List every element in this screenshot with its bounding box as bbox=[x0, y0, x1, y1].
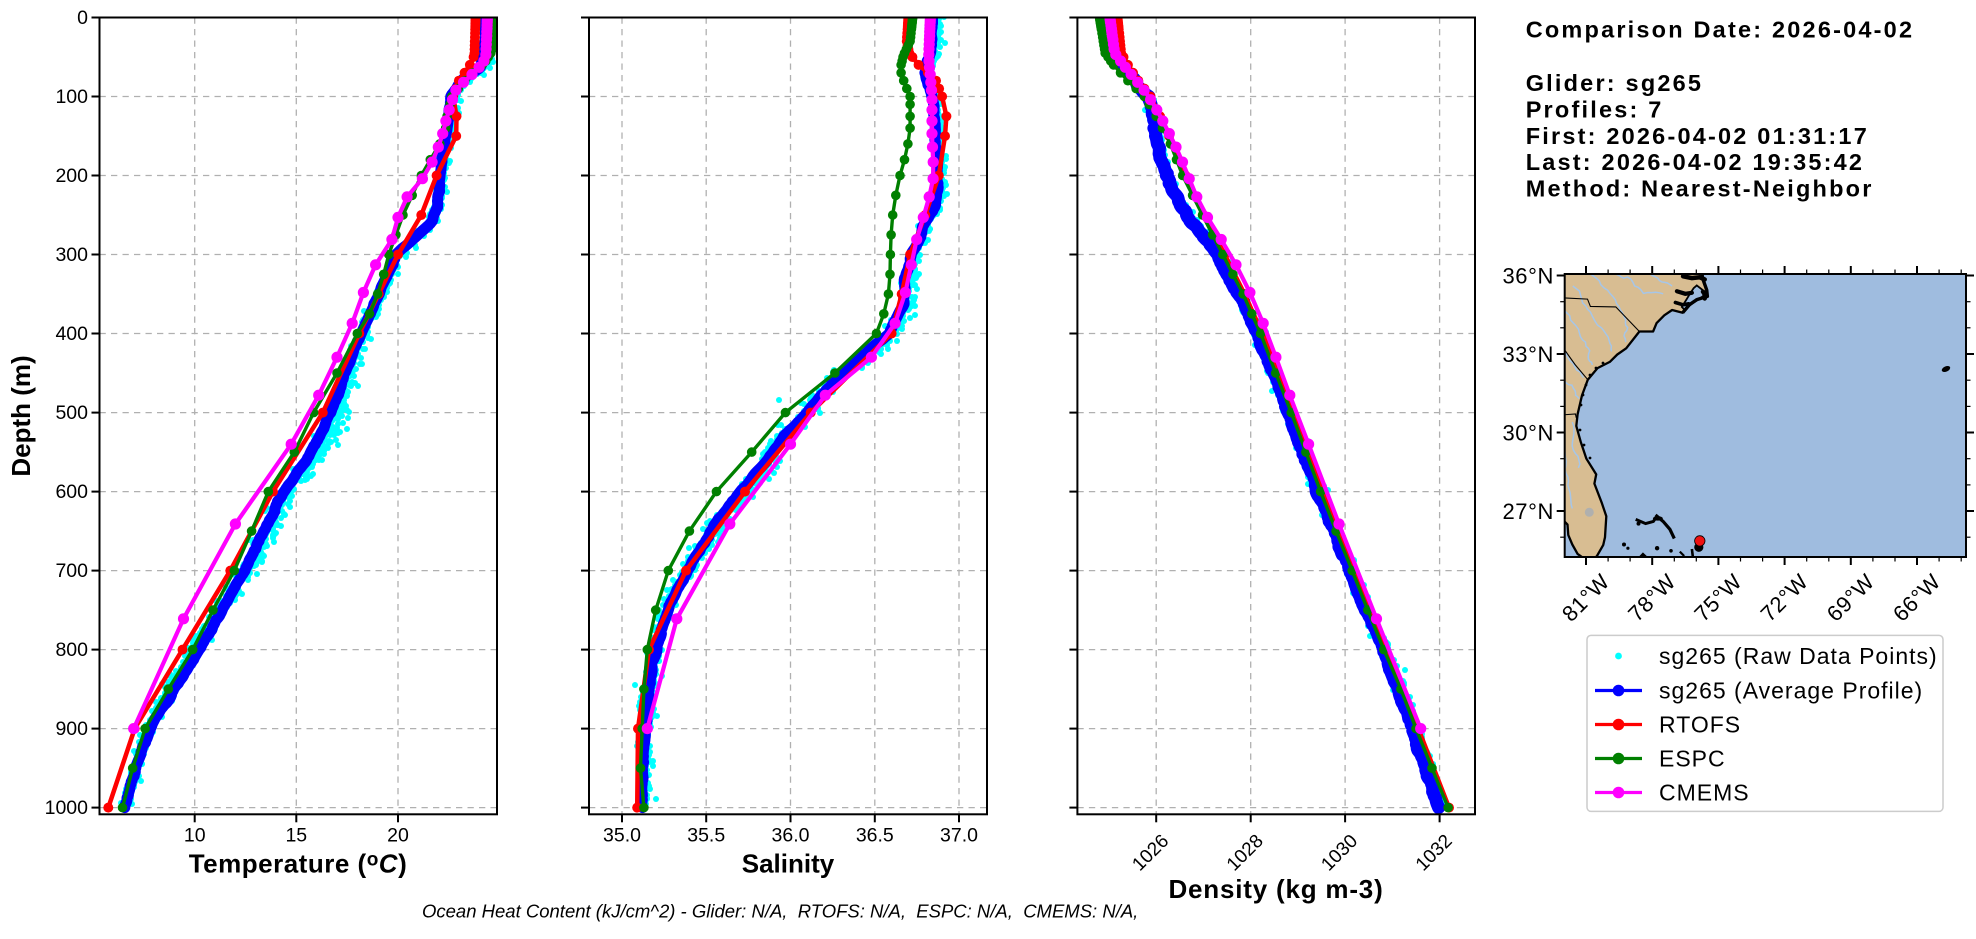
svg-text:Comparison Date: 2026-04-02: Comparison Date: 2026-04-02 bbox=[1526, 17, 1915, 43]
svg-text:500: 500 bbox=[55, 402, 88, 424]
svg-text:37.0: 37.0 bbox=[940, 825, 978, 847]
svg-text:35.0: 35.0 bbox=[603, 825, 641, 847]
svg-text:10: 10 bbox=[184, 825, 206, 847]
svg-text:800: 800 bbox=[55, 639, 88, 661]
svg-text:200: 200 bbox=[55, 165, 88, 187]
svg-text:700: 700 bbox=[55, 560, 88, 582]
svg-text:15: 15 bbox=[285, 825, 307, 847]
svg-text:Last: 2026-04-02 19:35:42: Last: 2026-04-02 19:35:42 bbox=[1526, 149, 1864, 175]
svg-text:100: 100 bbox=[55, 86, 88, 108]
svg-text:Method: Nearest-Neighbor: Method: Nearest-Neighbor bbox=[1526, 175, 1874, 201]
svg-text:Ocean Heat Content (kJ/cm^2) -: Ocean Heat Content (kJ/cm^2) - Glider: N… bbox=[422, 901, 1138, 922]
svg-text:Glider: sg265: Glider: sg265 bbox=[1526, 70, 1704, 96]
svg-text:ESPC: ESPC bbox=[1659, 746, 1726, 772]
svg-text:0: 0 bbox=[77, 7, 88, 29]
svg-text:Profiles: 7: Profiles: 7 bbox=[1526, 97, 1664, 123]
svg-text:900: 900 bbox=[55, 718, 88, 740]
svg-text:27°N: 27°N bbox=[1502, 499, 1554, 524]
svg-text:1000: 1000 bbox=[45, 797, 89, 819]
svg-text:36°N: 36°N bbox=[1502, 264, 1554, 289]
svg-text:sg265 (Average Profile): sg265 (Average Profile) bbox=[1659, 678, 1923, 704]
svg-text:36.5: 36.5 bbox=[856, 825, 894, 847]
svg-text:30°N: 30°N bbox=[1502, 421, 1554, 446]
svg-text:Salinity: Salinity bbox=[742, 849, 835, 879]
svg-text:20: 20 bbox=[387, 825, 409, 847]
svg-text:Depth (m): Depth (m) bbox=[6, 355, 36, 476]
svg-text:300: 300 bbox=[55, 244, 88, 266]
svg-text:400: 400 bbox=[55, 323, 88, 345]
svg-text:33°N: 33°N bbox=[1502, 342, 1554, 367]
svg-text:CMEMS: CMEMS bbox=[1659, 780, 1750, 806]
svg-text:600: 600 bbox=[55, 481, 88, 503]
svg-text:Density (kg m-3): Density (kg m-3) bbox=[1168, 874, 1383, 904]
svg-text:35.5: 35.5 bbox=[687, 825, 725, 847]
svg-text:RTOFS: RTOFS bbox=[1659, 712, 1741, 738]
svg-text:First: 2026-04-02 01:31:17: First: 2026-04-02 01:31:17 bbox=[1526, 123, 1869, 149]
svg-text:36.0: 36.0 bbox=[772, 825, 810, 847]
svg-text:sg265 (Raw Data Points): sg265 (Raw Data Points) bbox=[1659, 643, 1938, 669]
